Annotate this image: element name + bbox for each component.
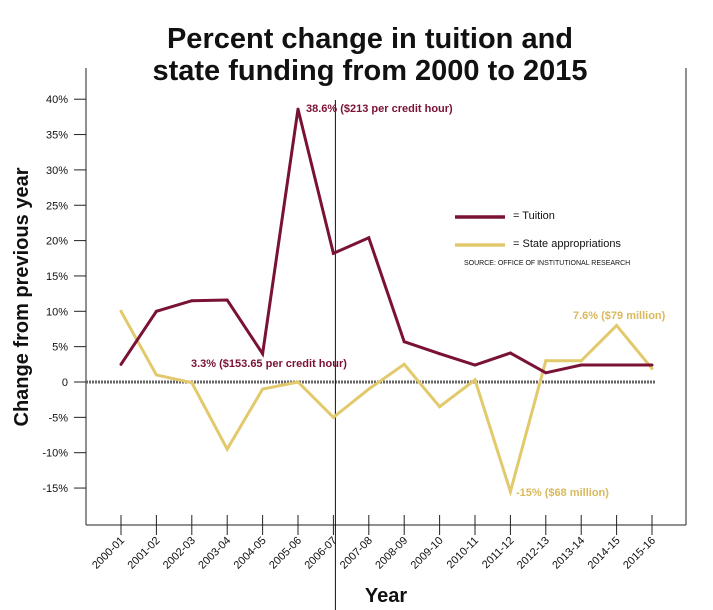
x-tick-label: 2011-12	[480, 535, 516, 571]
data-point-tuition	[615, 363, 619, 367]
data-point-state-appropriations	[544, 359, 548, 363]
y-ticks: 40% 35% 30% 25% 20% 15% 10% 5% 0 -5% -10% -15%	[42, 94, 86, 495]
annotation-state-2011: -15% ($68 million)	[516, 487, 609, 499]
data-point-tuition	[119, 362, 123, 366]
plot-frame	[85, 68, 687, 526]
y-tick-label: -5%	[48, 412, 68, 424]
x-tick-label: 2005-06	[267, 535, 304, 572]
y-tick-label: -10%	[42, 448, 68, 460]
data-point-state-appropriations	[650, 367, 654, 371]
x-tick-label: 2008-09	[373, 535, 410, 572]
y-tick-label: 15%	[46, 271, 68, 283]
data-point-state-appropriations	[225, 447, 229, 451]
y-tick-label: 25%	[46, 200, 68, 212]
data-point-state-appropriations	[154, 373, 158, 377]
y-tick-label: 20%	[46, 236, 68, 248]
data-point-state-appropriations	[119, 309, 123, 313]
x-tick-label: 2002-03	[161, 535, 198, 572]
y-tick-label: 40%	[46, 94, 68, 106]
data-point-state-appropriations	[579, 359, 583, 363]
x-ticks: 2000-012001-022002-032003-042004-052005-…	[90, 515, 658, 572]
data-point-state-appropriations	[508, 490, 512, 494]
data-point-state-appropriations	[615, 323, 619, 327]
y-tick-label: 10%	[46, 306, 68, 318]
data-point-tuition	[331, 251, 335, 255]
x-tick-label: 2001-02	[125, 535, 162, 572]
data-point-tuition	[650, 363, 654, 367]
y-axis-label: Change from previous year	[11, 167, 33, 426]
x-tick-label: 2009-10	[409, 535, 446, 572]
x-tick-label: 2014-15	[586, 535, 623, 572]
data-point-tuition	[190, 299, 194, 303]
legend-label-state-appropriations: = State appropriations	[513, 238, 621, 250]
x-axis-label: Year	[365, 585, 407, 607]
data-point-state-appropriations	[402, 362, 406, 366]
data-point-state-appropriations	[296, 380, 300, 384]
x-tick-label: 2007-08	[338, 535, 375, 572]
y-tick-label: 0	[62, 377, 68, 389]
x-tick-label: 2015-16	[621, 535, 658, 572]
chart-title-line2: state funding from 2000 to 2015	[152, 55, 587, 87]
data-point-tuition	[402, 340, 406, 344]
data-point-state-appropriations	[367, 387, 371, 391]
x-tick-label: 2000-01	[90, 535, 127, 572]
data-point-tuition	[579, 363, 583, 367]
x-tick-label: 2013-14	[550, 535, 587, 572]
data-point-state-appropriations	[331, 415, 335, 419]
data-point-tuition	[261, 352, 265, 356]
x-tick-label: 2003-04	[196, 535, 233, 572]
series-line-tuition	[119, 108, 652, 375]
data-point-tuition	[367, 236, 371, 240]
data-point-tuition	[438, 352, 442, 356]
y-tick-label: 35%	[46, 130, 68, 142]
x-tick-label: 2010-11	[445, 535, 481, 571]
data-point-state-appropriations	[473, 378, 477, 382]
legend: = Tuition = State appropriations SOURCE:…	[455, 210, 630, 267]
data-point-tuition	[225, 298, 229, 302]
series-layer	[119, 107, 654, 497]
x-tick-label: 2006-07	[302, 535, 339, 572]
y-tick-label: -15%	[42, 483, 68, 495]
series-line-state-appropriations	[119, 310, 654, 497]
annotation-tuition-peak: 38.6% ($213 per credit hour)	[306, 103, 453, 115]
data-point-tuition	[296, 107, 300, 111]
chart-title-line1: Percent change in tuition and	[167, 23, 573, 55]
y-tick-label: 30%	[46, 165, 68, 177]
data-point-state-appropriations	[190, 381, 194, 385]
data-point-tuition	[154, 309, 158, 313]
y-tick-label: 5%	[52, 342, 68, 354]
x-tick-label: 2012-13	[515, 535, 552, 572]
annotation-tuition-2004: 3.3% ($153.65 per credit hour)	[191, 358, 347, 370]
data-point-tuition	[508, 351, 512, 355]
legend-label-tuition: = Tuition	[513, 210, 555, 222]
x-tick-label: 2004-05	[232, 535, 269, 572]
data-point-state-appropriations	[261, 387, 265, 391]
source-note: SOURCE: OFFICE OF INSTITUTIONAL RESEARCH	[464, 260, 630, 267]
data-point-tuition	[544, 371, 548, 375]
annotation-state-2014: 7.6% ($79 million)	[573, 310, 666, 322]
data-point-state-appropriations	[438, 405, 442, 409]
data-point-tuition	[473, 363, 477, 367]
